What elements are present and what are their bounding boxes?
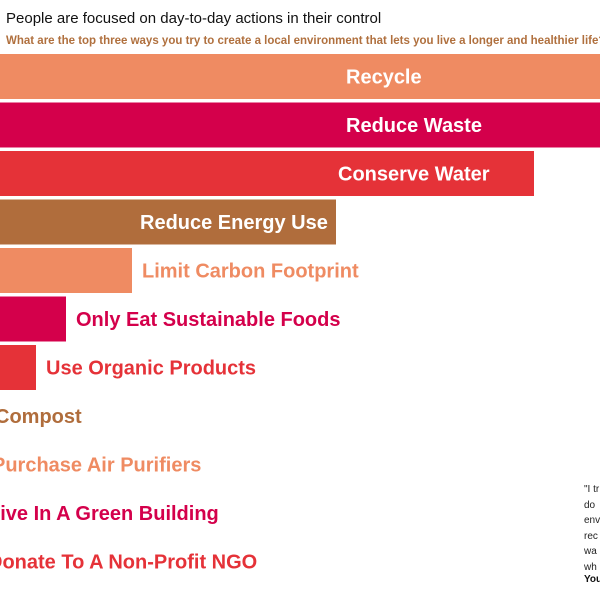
quote-snippet: "I tr do env rec wa wh — [584, 482, 600, 575]
bar-label: Conserve Water — [338, 164, 490, 186]
bar — [0, 296, 66, 342]
bar — [0, 248, 132, 293]
bar-label: Purchase Air Purifiers — [0, 455, 201, 477]
chart-subtitle: What are the top three ways you try to c… — [6, 35, 600, 47]
bar — [0, 54, 600, 99]
bar-label: Use Organic Products — [46, 358, 256, 380]
quote-line: env — [584, 515, 600, 526]
bar-label: Only Eat Sustainable Foods — [76, 309, 341, 331]
quote-line: wh — [584, 561, 597, 573]
bar-label: Reduce Waste — [346, 115, 482, 137]
bar-label: Donate To A Non-Profit NGO — [0, 552, 257, 574]
chart-title: People are focused on day-to-day actions… — [6, 10, 382, 27]
bar-label: Recycle — [346, 67, 422, 89]
bar — [0, 102, 600, 148]
bar — [0, 151, 534, 196]
quote-line: do — [584, 499, 596, 511]
bar-label: Reduce Energy Use — [140, 212, 328, 234]
quote-line: "I tr — [584, 484, 600, 495]
bar-label: Limit Carbon Footprint — [142, 261, 359, 283]
bar — [0, 345, 36, 390]
bar-label: Live In A Green Building — [0, 503, 219, 525]
bar-label: Compost — [0, 406, 82, 428]
quote-source: You — [584, 574, 600, 585]
quote-line: wa — [584, 546, 597, 557]
bar — [0, 199, 336, 245]
quote-line: rec — [584, 530, 598, 542]
